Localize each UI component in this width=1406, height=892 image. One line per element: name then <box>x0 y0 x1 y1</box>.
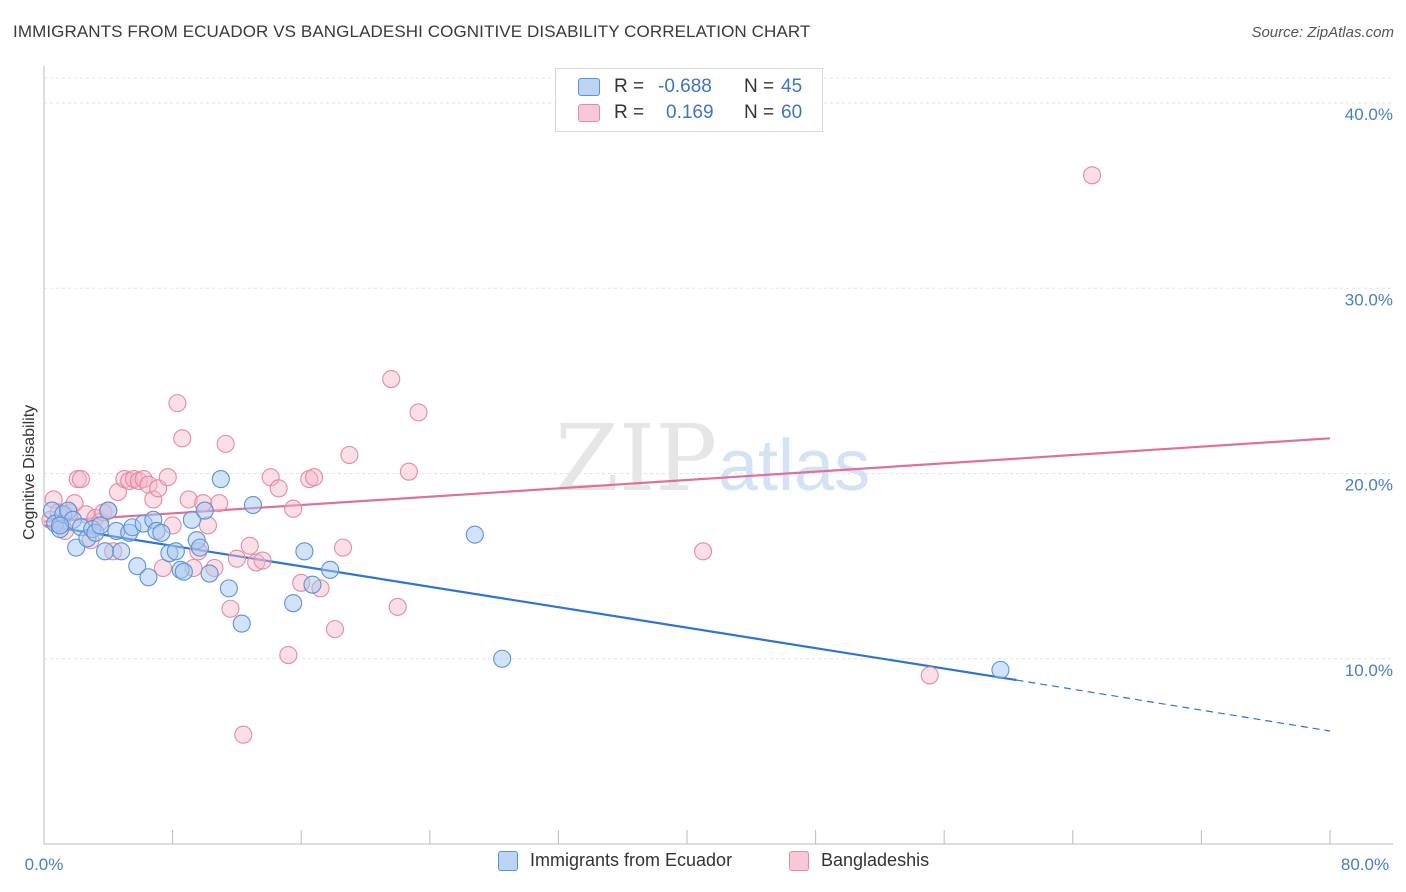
data-point-bangladeshis <box>168 394 187 413</box>
correlation-legend: R = -0.688 N = 45 R = 0.169 N = 60 <box>555 68 823 132</box>
watermark-atlas: atlas <box>718 426 870 506</box>
data-point-ecuador <box>139 568 158 587</box>
legend-row-bangladeshis: R = 0.169 N = 60 <box>578 101 802 125</box>
legend-item-ecuador[interactable]: Immigrants from Ecuador <box>498 850 732 871</box>
data-point-ecuador <box>243 495 263 515</box>
data-point-bangladeshis <box>325 620 345 639</box>
x-tick-label: 80.0% <box>1341 855 1389 874</box>
series-legend: Immigrants from Ecuador Bangladeshis <box>0 850 1406 878</box>
data-point-bangladeshis <box>210 494 229 513</box>
legend-row-ecuador: R = -0.688 N = 45 <box>578 75 802 99</box>
legend-n-value: 45 <box>781 76 803 97</box>
y-tick-label: 40.0% <box>1345 105 1393 124</box>
legend-item-bangladeshis[interactable]: Bangladeshis <box>789 850 929 871</box>
data-point-ecuador <box>112 542 131 561</box>
legend-swatch-pink <box>578 104 600 122</box>
data-point-bangladeshis <box>399 462 418 481</box>
legend-n-value: 60 <box>781 102 803 123</box>
data-point-bangladeshis <box>305 468 324 487</box>
data-point-bangladeshis <box>234 725 253 744</box>
data-point-bangladeshis <box>333 538 353 557</box>
legend-swatch-blue <box>498 850 518 871</box>
data-point-ecuador <box>991 660 1010 679</box>
data-point-ecuador <box>465 525 484 544</box>
data-point-ecuador <box>303 575 322 594</box>
legend-label: Immigrants from Ecuador <box>530 850 733 870</box>
source-credit: Source: ZipAtlas.com <box>1251 24 1394 41</box>
data-point-ecuador <box>51 516 70 535</box>
data-point-ecuador <box>195 501 214 520</box>
data-point-bangladeshis <box>173 429 192 448</box>
data-point-bangladeshis <box>694 542 713 561</box>
data-point-ecuador <box>211 470 230 489</box>
series-immigrants-from-ecuador <box>42 470 1010 679</box>
data-point-ecuador <box>99 501 118 520</box>
data-point-ecuador <box>295 542 314 561</box>
data-point-bangladeshis <box>269 479 288 498</box>
legend-r-value: 0.169 <box>666 102 714 123</box>
chart-title: IMMIGRANTS FROM ECUADOR VS BANGLADESHI C… <box>13 22 811 41</box>
data-point-bangladeshis <box>284 499 303 518</box>
data-point-bangladeshis <box>216 434 235 453</box>
data-point-bangladeshis <box>388 597 407 616</box>
data-point-ecuador <box>219 579 238 598</box>
data-point-bangladeshis <box>179 490 198 509</box>
legend-swatch-blue <box>578 78 600 96</box>
legend-n-label: N = <box>744 76 775 97</box>
data-point-bangladeshis <box>198 516 218 535</box>
data-point-bangladeshis <box>409 403 428 422</box>
watermark-zip: ZIP <box>555 405 717 512</box>
data-point-bangladeshis <box>920 666 939 685</box>
grid-lines <box>44 77 1393 660</box>
data-point-ecuador <box>152 523 171 542</box>
x-tick-labels: 0.0% 80.0% <box>25 855 1389 874</box>
data-point-ecuador <box>190 538 209 557</box>
data-point-bangladeshis <box>144 490 163 509</box>
data-point-bangladeshis <box>382 370 401 389</box>
data-point-ecuador <box>232 614 251 633</box>
y-tick-labels: 10.0% 20.0% 30.0% 40.0% <box>1345 105 1393 680</box>
data-point-bangladeshis <box>71 470 91 489</box>
y-tick-label: 20.0% <box>1345 476 1393 495</box>
data-point-ecuador <box>91 516 110 535</box>
y-axis-label: Cognitive Disability <box>21 405 38 540</box>
data-point-ecuador <box>96 542 115 561</box>
data-point-bangladeshis <box>253 551 272 570</box>
data-point-bangladeshis <box>139 475 158 494</box>
watermark: ZIP atlas <box>555 405 870 512</box>
data-point-ecuador <box>166 542 185 561</box>
data-point-ecuador <box>284 594 303 613</box>
data-point-bangladeshis <box>279 646 298 665</box>
y-tick-label: 10.0% <box>1345 661 1393 680</box>
data-point-ecuador <box>174 562 193 581</box>
data-point-ecuador <box>128 557 147 576</box>
data-point-bangladeshis <box>221 599 240 618</box>
data-point-bangladeshis <box>158 468 177 487</box>
legend-swatch-pink <box>789 850 809 871</box>
legend-label: Bangladeshis <box>821 850 930 870</box>
data-point-bangladeshis <box>134 470 153 489</box>
data-point-bangladeshis <box>340 445 359 465</box>
data-point-ecuador <box>321 560 340 579</box>
data-point-bangladeshis <box>247 553 266 572</box>
legend-r-label: R = <box>614 76 645 97</box>
x-tick-label: 0.0% <box>25 855 64 874</box>
data-point-ecuador <box>493 649 512 668</box>
data-point-ecuador <box>182 510 201 529</box>
data-point-bangladeshis <box>1083 166 1102 185</box>
legend-r-label: R = <box>614 102 645 123</box>
legend-n-label: N = <box>744 102 775 123</box>
data-point-bangladeshis <box>227 549 246 568</box>
data-point-ecuador <box>200 564 219 583</box>
y-tick-label: 30.0% <box>1345 290 1393 309</box>
legend-r-value: -0.688 <box>658 76 712 97</box>
trend-line-ecuador-extension <box>1016 679 1331 732</box>
data-point-bangladeshis <box>240 536 259 555</box>
axes <box>43 66 1393 845</box>
